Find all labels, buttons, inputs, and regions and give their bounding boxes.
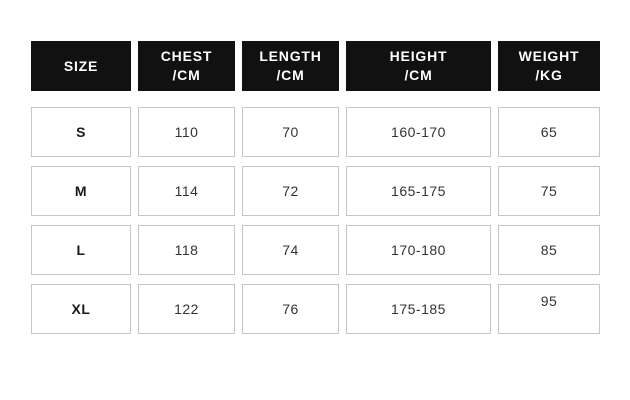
height-cell: 175-185 — [346, 284, 491, 334]
header-label: WEIGHT — [518, 48, 580, 64]
weight-cell: 75 — [498, 166, 600, 216]
height-cell: 160-170 — [346, 107, 491, 157]
table-header-row: SIZE CHEST /CM LENGTH /CM HEIGHT /CM WEI… — [31, 41, 600, 91]
table-body: S 110 70 160-170 65 M 114 72 165-175 75 … — [31, 107, 600, 334]
header-label: CHEST — [160, 48, 213, 64]
length-cell: 72 — [242, 166, 339, 216]
size-chart-table: SIZE CHEST /CM LENGTH /CM HEIGHT /CM WEI… — [31, 41, 600, 334]
header-cell-weight: WEIGHT /KG — [498, 41, 600, 91]
weight-cell: 65 — [498, 107, 600, 157]
weight-cell: 85 — [498, 225, 600, 275]
header-label: SIZE — [63, 57, 99, 74]
chest-cell: 110 — [138, 107, 235, 157]
chest-cell: 118 — [138, 225, 235, 275]
header-cell-length: LENGTH /CM — [242, 41, 339, 91]
header-unit: /CM — [404, 67, 433, 83]
size-cell: S — [31, 107, 131, 157]
chest-cell: 114 — [138, 166, 235, 216]
header-cell-chest: CHEST /CM — [138, 41, 235, 91]
header-unit: /CM — [172, 67, 201, 83]
size-cell: M — [31, 166, 131, 216]
length-cell: 76 — [242, 284, 339, 334]
weight-cell: 95 — [498, 284, 600, 334]
size-cell: L — [31, 225, 131, 275]
length-cell: 74 — [242, 225, 339, 275]
header-unit: /KG — [535, 67, 563, 83]
length-cell: 70 — [242, 107, 339, 157]
height-cell: 165-175 — [346, 166, 491, 216]
height-cell: 170-180 — [346, 225, 491, 275]
header-unit: /CM — [276, 67, 305, 83]
header-label: HEIGHT — [389, 48, 448, 64]
header-cell-size: SIZE — [31, 41, 131, 91]
chest-cell: 122 — [138, 284, 235, 334]
header-cell-height: HEIGHT /CM — [346, 41, 491, 91]
header-label: LENGTH — [259, 48, 322, 64]
size-cell: XL — [31, 284, 131, 334]
